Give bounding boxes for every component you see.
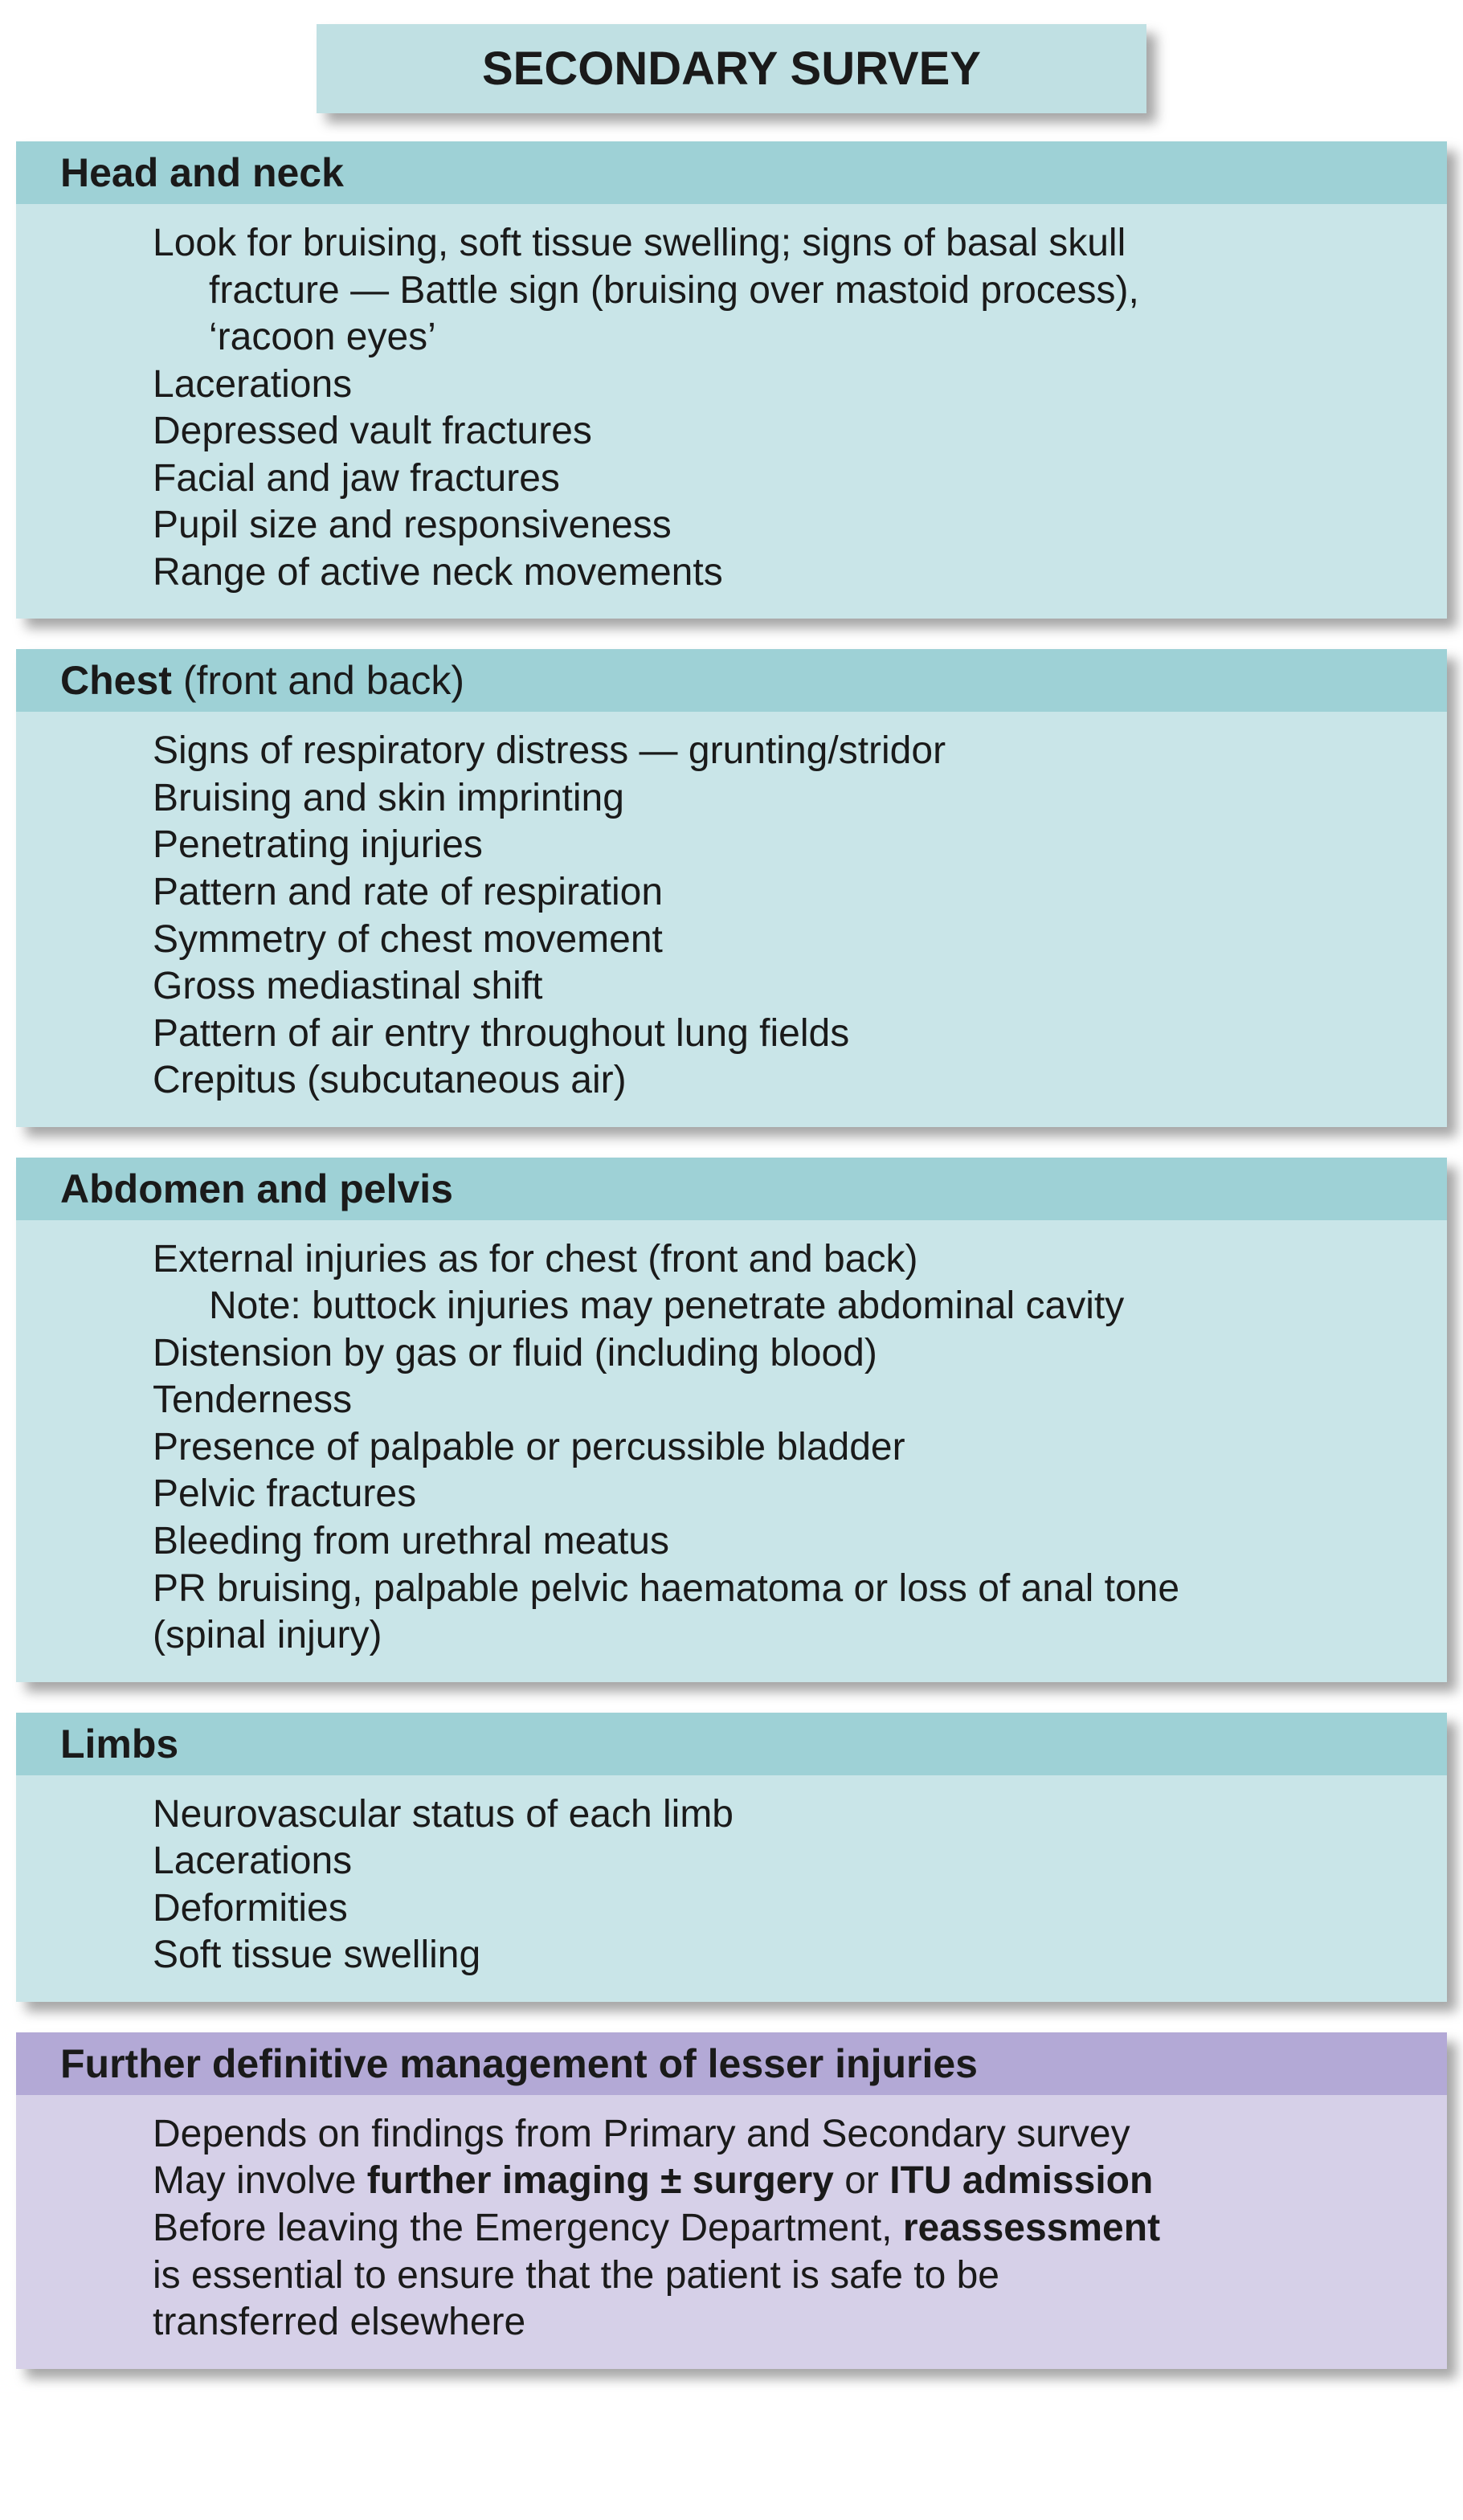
section-header-further_mgmt: Further definitive management of lesser … bbox=[16, 2032, 1447, 2095]
section-body-text: Signs of respiratory distress — grunting… bbox=[153, 728, 1415, 1104]
sections-container: Head and neck Look for bruising, soft tis… bbox=[16, 141, 1447, 2369]
section-header-abdomen_pelvis: Abdomen and pelvis bbox=[16, 1158, 1447, 1220]
section-body-further_mgmt: Depends on findings from Primary and Sec… bbox=[16, 2095, 1447, 2369]
section-card-abdomen_pelvis: Abdomen and pelvis External injuries as f… bbox=[16, 1158, 1447, 1682]
section-header-bold: Chest bbox=[60, 658, 172, 703]
section-body-limbs: Neurovascular status of each limbLacerat… bbox=[16, 1775, 1447, 2002]
section-body-text: Depends on findings from Primary and Sec… bbox=[153, 2111, 1415, 2346]
section-body-text: Look for bruising, soft tissue swelling;… bbox=[153, 220, 1415, 596]
section-body-chest: Signs of respiratory distress — grunting… bbox=[16, 712, 1447, 1126]
section-card-chest: Chest (front and back) Signs of respirato… bbox=[16, 649, 1447, 1126]
section-header-chest: Chest (front and back) bbox=[16, 649, 1447, 712]
section-body-text: Neurovascular status of each limbLacerat… bbox=[153, 1791, 1415, 1979]
section-header-rest: (front and back) bbox=[172, 658, 464, 703]
section-card-further_mgmt: Further definitive management of lesser … bbox=[16, 2032, 1447, 2369]
page-title: SECONDARY SURVEY bbox=[317, 24, 1146, 113]
section-body-text: External injuries as for chest (front an… bbox=[153, 1236, 1415, 1660]
section-header-head_neck: Head and neck bbox=[16, 141, 1447, 204]
section-card-limbs: Limbs Neurovascular status of each limbLa… bbox=[16, 1713, 1447, 2002]
section-body-head_neck: Look for bruising, soft tissue swelling;… bbox=[16, 204, 1447, 619]
section-header-bold: Abdomen and pelvis bbox=[60, 1166, 453, 1211]
section-header-limbs: Limbs bbox=[16, 1713, 1447, 1775]
title-container: SECONDARY SURVEY bbox=[317, 24, 1146, 113]
section-header-bold: Head and neck bbox=[60, 150, 344, 195]
section-header-bold: Limbs bbox=[60, 1722, 178, 1766]
section-body-abdomen_pelvis: External injuries as for chest (front an… bbox=[16, 1220, 1447, 1682]
section-header-bold: Further definitive management of lesser … bbox=[60, 2041, 978, 2086]
section-card-head_neck: Head and neck Look for bruising, soft tis… bbox=[16, 141, 1447, 619]
